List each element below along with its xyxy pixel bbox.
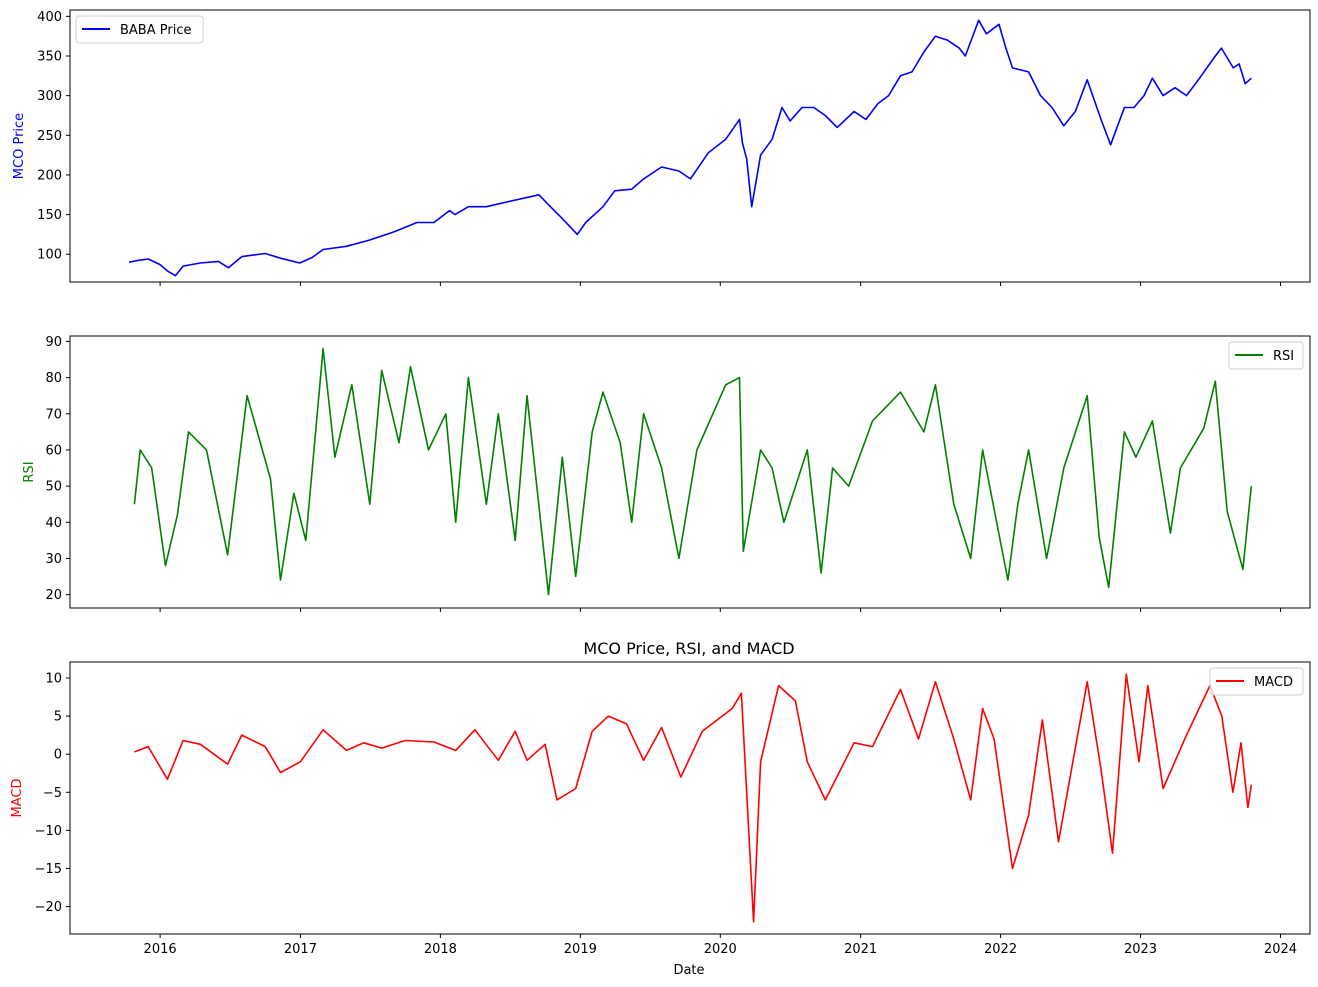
rsi-x-ticks bbox=[159, 608, 1281, 612]
rsi-y-axis-label: RSI bbox=[22, 461, 37, 482]
y-tick-label: 250 bbox=[37, 129, 62, 144]
x-tick-label: 2023 bbox=[1124, 942, 1157, 957]
y-tick-label: 5 bbox=[54, 710, 62, 725]
price-legend: BABA Price bbox=[75, 15, 204, 44]
price-series bbox=[128, 19, 1252, 277]
x-tick-label: 2021 bbox=[844, 942, 877, 957]
rsi-legend: RSI bbox=[1228, 341, 1304, 370]
x-tick-label: 2024 bbox=[1264, 942, 1297, 957]
y-tick-label: −10 bbox=[35, 824, 62, 839]
price-legend-box bbox=[75, 15, 204, 44]
price-y-ticks: 100 150 200 250 300 350 400 bbox=[37, 10, 70, 263]
series-line-rsi bbox=[133, 347, 1253, 596]
y-tick-label: 200 bbox=[37, 168, 62, 183]
macd-legend-label: MACD bbox=[1254, 675, 1293, 690]
macd-y-ticks: −20 −15 −10 −5 0 5 10 bbox=[35, 672, 70, 915]
x-tick-label: 2022 bbox=[984, 942, 1017, 957]
y-tick-label: 90 bbox=[45, 335, 62, 350]
rsi-panel: 20 30 40 50 60 70 80 90 RSI RSI bbox=[22, 335, 1311, 612]
macd-y-axis-label: MACD bbox=[10, 779, 25, 818]
y-tick-label: −20 bbox=[35, 900, 62, 915]
rsi-legend-label: RSI bbox=[1273, 349, 1294, 364]
y-tick-label: 150 bbox=[37, 208, 62, 223]
x-tick-label: 2018 bbox=[424, 942, 457, 957]
y-tick-label: −5 bbox=[43, 786, 62, 801]
x-tick-label: 2019 bbox=[564, 942, 597, 957]
x-tick-label: 2017 bbox=[284, 942, 317, 957]
y-tick-label: 100 bbox=[37, 248, 62, 263]
macd-series bbox=[134, 673, 1253, 923]
price-legend-label: BABA Price bbox=[120, 23, 191, 38]
y-tick-label: 80 bbox=[45, 371, 62, 386]
y-tick-label: −15 bbox=[35, 862, 62, 877]
y-tick-label: 0 bbox=[54, 748, 62, 763]
y-tick-label: 20 bbox=[45, 588, 62, 603]
price-axes-frame bbox=[69, 9, 1311, 283]
chart-title: MCO Price, RSI, and MACD bbox=[583, 639, 794, 658]
price-panel: 100 150 200 250 300 350 400 MCO Price BABA Pri… bbox=[12, 9, 1311, 286]
macd-panel: −20 −15 −10 −5 0 5 10 2016 2017 2018 2019 2020 2021… bbox=[10, 639, 1311, 978]
rsi-legend-box bbox=[1228, 341, 1304, 370]
x-tick-label: 2016 bbox=[144, 942, 177, 957]
series-line-macd bbox=[134, 673, 1253, 923]
y-tick-label: 350 bbox=[37, 49, 62, 64]
y-tick-label: 10 bbox=[45, 672, 62, 687]
rsi-axes-frame bbox=[69, 335, 1311, 609]
series-line-baba-price bbox=[128, 19, 1252, 277]
macd-legend-box bbox=[1209, 667, 1304, 696]
y-tick-label: 40 bbox=[45, 516, 62, 531]
y-tick-label: 400 bbox=[37, 10, 62, 25]
y-tick-label: 60 bbox=[45, 443, 62, 458]
price-y-axis-label: MCO Price bbox=[12, 113, 27, 179]
rsi-y-ticks: 20 30 40 50 60 70 80 90 bbox=[45, 335, 70, 603]
macd-axes-frame bbox=[69, 661, 1311, 935]
rsi-series bbox=[133, 347, 1253, 596]
macd-legend: MACD bbox=[1209, 667, 1304, 696]
y-tick-label: 70 bbox=[45, 407, 62, 422]
y-tick-label: 50 bbox=[45, 480, 62, 495]
x-tick-label: 2020 bbox=[704, 942, 737, 957]
macd-x-ticks: 2016 2017 2018 2019 2020 2021 2022 2023 2024 bbox=[144, 934, 1297, 957]
y-tick-label: 30 bbox=[45, 552, 62, 567]
x-axis-label: Date bbox=[673, 963, 704, 978]
y-tick-label: 300 bbox=[37, 89, 62, 104]
price-x-ticks bbox=[159, 282, 1281, 286]
